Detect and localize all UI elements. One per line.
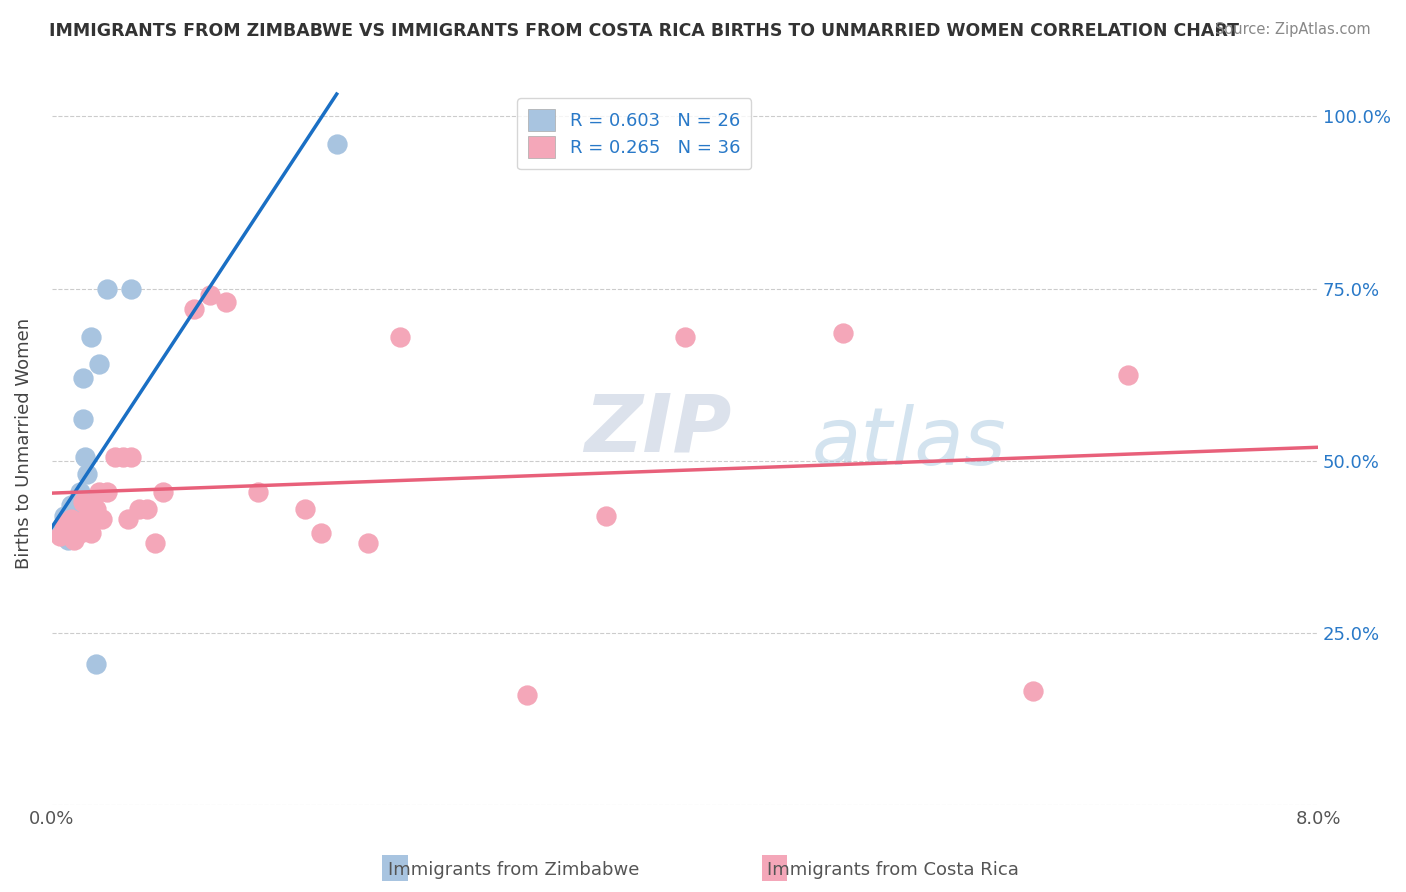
Point bbox=[48, 526, 70, 541]
Text: ZIP: ZIP bbox=[583, 390, 731, 468]
Point bbox=[325, 136, 347, 151]
Point bbox=[91, 512, 114, 526]
Point bbox=[59, 499, 82, 513]
Point bbox=[309, 526, 332, 541]
Point bbox=[117, 512, 139, 526]
Point bbox=[56, 512, 79, 526]
Point bbox=[69, 484, 91, 499]
Text: IMMIGRANTS FROM ZIMBABWE VS IMMIGRANTS FROM COSTA RICA BIRTHS TO UNMARRIED WOMEN: IMMIGRANTS FROM ZIMBABWE VS IMMIGRANTS F… bbox=[49, 22, 1239, 40]
Legend: R = 0.603   N = 26, R = 0.265   N = 36: R = 0.603 N = 26, R = 0.265 N = 36 bbox=[517, 98, 751, 169]
Point bbox=[183, 302, 205, 317]
Point bbox=[80, 526, 103, 541]
Point bbox=[80, 330, 103, 344]
Point bbox=[152, 484, 174, 499]
Point bbox=[66, 519, 89, 533]
Text: Immigrants from Costa Rica: Immigrants from Costa Rica bbox=[766, 861, 1019, 879]
Text: Immigrants from Zimbabwe: Immigrants from Zimbabwe bbox=[388, 861, 638, 879]
Point bbox=[516, 688, 538, 702]
Point bbox=[66, 516, 89, 530]
Point bbox=[56, 523, 79, 537]
Point bbox=[143, 536, 166, 550]
Point bbox=[96, 281, 118, 295]
Point bbox=[76, 467, 98, 482]
Point bbox=[65, 505, 87, 519]
Y-axis label: Births to Unmarried Women: Births to Unmarried Women bbox=[15, 318, 32, 569]
Point bbox=[104, 450, 127, 465]
Point bbox=[63, 533, 86, 547]
Point bbox=[63, 529, 86, 543]
Point bbox=[673, 330, 696, 344]
Point bbox=[215, 295, 238, 310]
Point bbox=[56, 533, 79, 547]
Point bbox=[89, 357, 111, 371]
Point bbox=[72, 412, 94, 426]
Point bbox=[48, 529, 70, 543]
Point bbox=[73, 450, 96, 465]
Point bbox=[96, 484, 118, 499]
Point bbox=[53, 508, 76, 523]
Text: atlas: atlas bbox=[811, 404, 1007, 483]
Point bbox=[388, 330, 411, 344]
Point bbox=[59, 512, 82, 526]
Point bbox=[66, 526, 89, 541]
Point bbox=[53, 516, 76, 530]
Point bbox=[595, 508, 617, 523]
Point bbox=[69, 508, 91, 523]
Point bbox=[120, 450, 142, 465]
Point bbox=[832, 326, 855, 341]
Point bbox=[59, 523, 82, 537]
Point bbox=[111, 450, 134, 465]
Point bbox=[70, 523, 93, 537]
Point bbox=[357, 536, 380, 550]
Point bbox=[67, 491, 90, 506]
Point bbox=[76, 508, 98, 523]
Point bbox=[72, 371, 94, 385]
Point bbox=[84, 657, 107, 671]
Point bbox=[120, 281, 142, 295]
Point bbox=[76, 495, 98, 509]
Point bbox=[89, 484, 111, 499]
Point bbox=[246, 484, 269, 499]
Point bbox=[84, 502, 107, 516]
Point bbox=[1116, 368, 1139, 382]
Point bbox=[69, 526, 91, 541]
Text: Source: ZipAtlas.com: Source: ZipAtlas.com bbox=[1215, 22, 1371, 37]
Point bbox=[128, 502, 150, 516]
Point bbox=[135, 502, 157, 516]
Point bbox=[72, 495, 94, 509]
Point bbox=[198, 288, 221, 302]
Point bbox=[294, 502, 316, 516]
Point bbox=[1022, 684, 1045, 698]
Point bbox=[65, 519, 87, 533]
